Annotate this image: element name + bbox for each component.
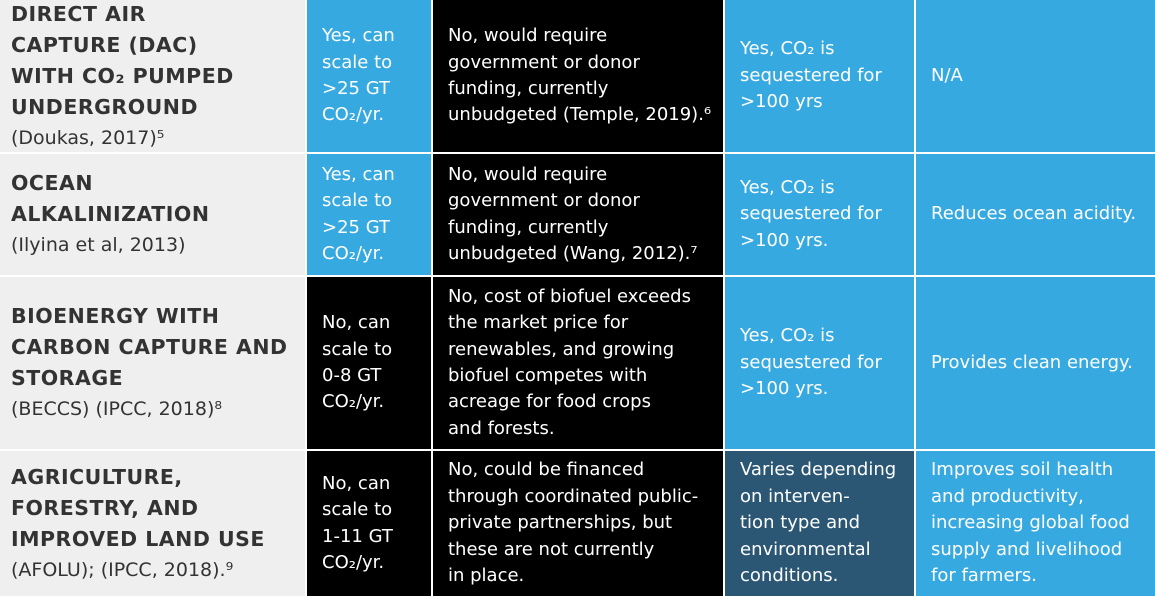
table-cell: Provides clean energy. [916,277,1155,449]
table-cell: Yes, can scale to >25 GT CO₂/yr. [307,154,431,275]
cell-line: >25 GT [322,78,391,99]
table-cell: Yes, CO₂ is sequestered for >100 yrs. [725,154,914,275]
cell-line: Provides clean energy. [931,351,1133,373]
cell-line: supply and livelihood [931,538,1123,560]
cell-line: No, could be financed [448,459,645,481]
row-citation: (Doukas, 2017)⁵ [11,126,165,149]
cell-line: renewables, and growing [448,338,675,360]
cell-line: scale to [322,338,393,360]
cell-line: increasing global food [931,512,1130,534]
cell-line: Reduces ocean acidity. [931,203,1137,225]
table-cell: Yes, can scale to >25 GT CO₂/yr. [307,0,431,152]
cell-line: scale to [322,51,393,73]
cell-line: and forests. [448,417,555,439]
cell-line: scale to [322,190,393,212]
row-title-line: STORAGE [11,366,124,390]
cell-line: for farmers. [931,565,1038,587]
cell-line: >100 yrs. [740,378,829,400]
row-title-line: AGRICULTURE, [11,464,183,489]
cell-line: CO₂/yr. [322,242,385,264]
row-header: DIRECT AIR CAPTURE (DAC) WITH CO₂ PUMPED UN… [0,0,305,152]
cell-line: conditions. [740,565,839,587]
cell-line: biofuel competes with [448,365,648,386]
cell-line: Yes, can [322,163,395,185]
cell-line: scale to [322,499,393,521]
table-cell: No, can scale to 1-11 GT CO₂/yr. [307,451,431,596]
cell-line: Yes, CO₂ is [740,38,835,60]
cell-line: funding, currently [448,78,609,99]
table-cell: Varies depending on interven-tion type an… [725,451,914,596]
table-cell: Yes, CO₂ is sequestered for >100 yrs [725,0,914,152]
cell-line: No, can [322,472,391,494]
table-cell: Improves soil health and productivity, inc… [916,451,1155,596]
cell-line: acreage for food crops [448,391,651,413]
row-title-line: DIRECT AIR [11,1,146,26]
cell-line: in place. [448,565,525,587]
cell-line: these are not currently [448,538,655,560]
cell-line: tion type and [740,512,860,534]
row-header: AGRICULTURE, FORESTRY, AND IMPROVED LAND U… [0,451,305,596]
cell-line: sequestered for [740,64,882,86]
cell-line: environmental [740,538,871,560]
table-cell: No, would require government or donor fund… [433,0,723,152]
table-cell: Reduces ocean acidity. [916,154,1155,275]
table-cell: Yes, CO₂ is sequestered for >100 yrs. [725,277,914,449]
cell-line: No, would require [448,163,608,185]
cell-line: >100 yrs [740,91,823,113]
row-title-line: CAPTURE (DAC) [11,32,198,57]
cell-line: government or donor [448,190,640,212]
row-header: BIOENERGY WITH CARBON CAPTURE AND STORAGE (… [0,277,305,449]
row-title-line: IMPROVED LAND USE [11,526,265,551]
cell-line: unbudgeted (Wang, 2012).⁷ [448,242,698,264]
row-citation: (AFOLU); (IPCC, 2018).⁹ [11,558,234,581]
cell-line: N/A [931,64,963,86]
row-citation: (BECCS) (IPCC, 2018)⁸ [11,398,222,420]
cell-line: >100 yrs. [740,229,829,251]
cell-line: the market price for [448,312,629,334]
cell-line: Yes, CO₂ is [740,325,835,347]
cell-line: No, would require [448,25,608,47]
row-title-line: FORESTRY, AND [11,495,199,520]
cell-line: Yes, can [322,25,395,47]
row-title-line: ALKALINIZATION [11,202,210,226]
cell-line: >25 GT [322,216,391,238]
cell-line: sequestered for [740,203,882,225]
cell-line: private partnerships, but [448,512,673,534]
row-citation: (Ilyina et al, 2013) [11,234,186,256]
cell-line: funding, currently [448,216,609,238]
table-cell: N/A [916,0,1155,152]
cell-line: and productivity, [931,485,1084,507]
cell-line: CO₂/yr. [322,104,385,126]
cell-line: unbudgeted (Temple, 2019).⁶ [448,104,712,126]
cell-line: CO₂/yr. [322,551,385,573]
row-title-line: CARBON CAPTURE AND [11,335,288,359]
cell-line: No, cost of biofuel exceeds [448,285,691,307]
cell-line: on interven- [740,485,850,507]
cell-line: 0-8 GT [322,365,382,386]
cell-line: No, can [322,312,391,334]
cell-line: Varies depending [740,459,897,481]
cell-line: 1-11 GT [322,525,393,547]
table-cell: No, could be financed through coordinated… [433,451,723,596]
cell-line: through coordinated public- [448,485,699,507]
row-title-line: OCEAN [11,171,93,195]
cell-line: government or donor [448,51,640,73]
cell-line: CO₂/yr. [322,391,385,413]
row-title-line: WITH CO₂ PUMPED [11,63,234,88]
table-cell: No, would require government or donor fund… [433,154,723,275]
table-cell: No, can scale to 0-8 GT CO₂/yr. [307,277,431,449]
row-title-line: UNDERGROUND [11,94,198,119]
cell-line: Improves soil health [931,459,1114,481]
cell-line: Yes, CO₂ is [740,176,835,198]
row-title-line: BIOENERGY WITH [11,304,220,328]
cell-line: sequestered for [740,351,882,373]
table-cell: No, cost of biofuel exceeds the market pr… [433,277,723,449]
row-header: OCEAN ALKALINIZATION (Ilyina et al, 2013) [0,154,305,275]
